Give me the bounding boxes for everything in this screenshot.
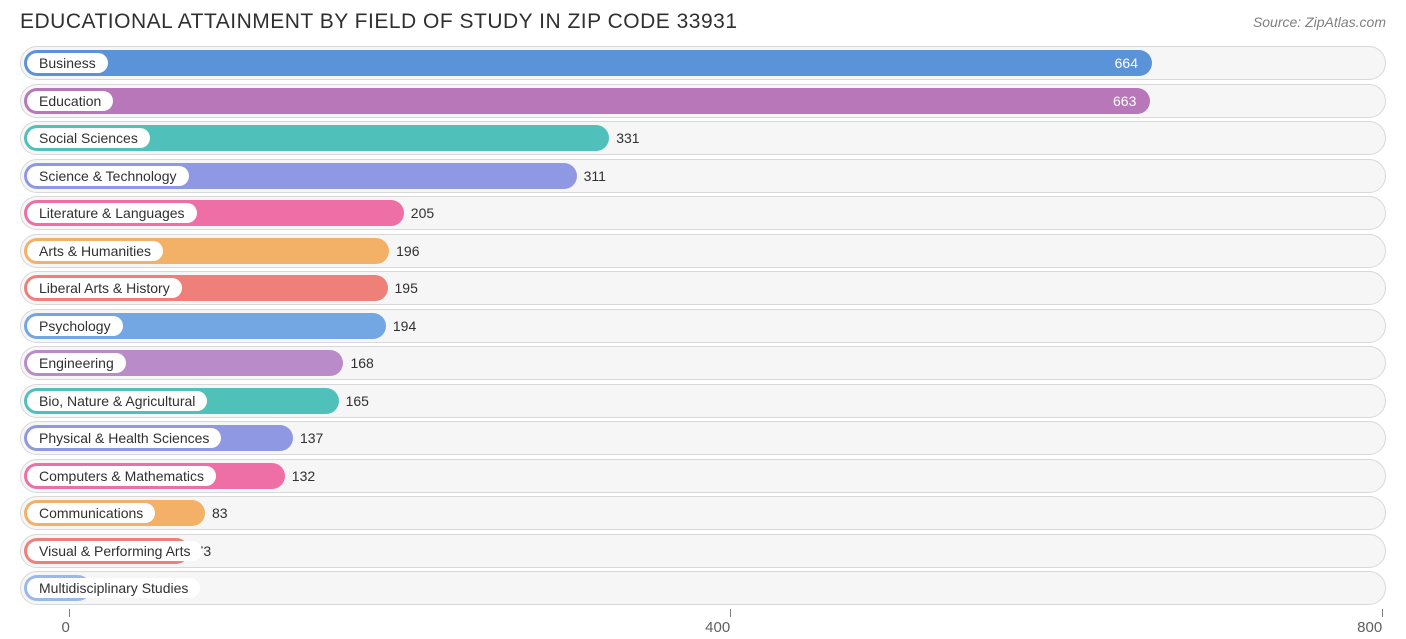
tick-line (730, 609, 731, 617)
bar-row: 137 Physical & Health Sciences (20, 421, 1386, 455)
axis-tick: 400 (718, 609, 743, 636)
bar-row: 205 Literature & Languages (20, 196, 1386, 230)
bar-value: 165 (346, 393, 369, 409)
category-pill: Physical & Health Sciences (27, 428, 221, 448)
category-pill: Bio, Nature & Agricultural (27, 391, 207, 411)
axis-tick: 800 (1370, 609, 1395, 636)
chart-area: Business 664 Education 663 331 Social Science… (20, 46, 1386, 596)
source-attribution: Source: ZipAtlas.com (1253, 10, 1386, 30)
category-pill: Psychology (27, 316, 123, 336)
bar: Arts & Humanities (24, 238, 389, 264)
bar: Business 664 (24, 50, 1152, 76)
bar-value: 195 (395, 280, 418, 296)
header: EDUCATIONAL ATTAINMENT BY FIELD OF STUDY… (0, 0, 1406, 34)
category-pill: Arts & Humanities (27, 241, 163, 261)
bar-rows: Business 664 Education 663 331 Social Science… (20, 46, 1386, 605)
bar-row: 195 Liberal Arts & History (20, 271, 1386, 305)
category-pill: Social Sciences (27, 128, 150, 148)
bar-row: 196 Arts & Humanities (20, 234, 1386, 268)
category-pill: Science & Technology (27, 166, 189, 186)
bar-row: 132 Computers & Mathematics (20, 459, 1386, 493)
bar-row: 83 Communications (20, 496, 1386, 530)
bar-value: 196 (396, 243, 419, 259)
bar-value: 663 (1113, 93, 1136, 109)
bar-row: 168 Engineering (20, 346, 1386, 380)
category-pill: Liberal Arts & History (27, 278, 182, 298)
bar-value: 664 (1115, 55, 1138, 71)
bar-row: 194 Psychology (20, 309, 1386, 343)
bar: Education 663 (24, 88, 1150, 114)
chart-title: EDUCATIONAL ATTAINMENT BY FIELD OF STUDY… (20, 10, 738, 34)
tick-line (1382, 609, 1383, 617)
bar: Computers & Mathematics (24, 463, 285, 489)
bar: Communications (24, 500, 205, 526)
bar-row: 165 Bio, Nature & Agricultural (20, 384, 1386, 418)
x-axis: 0 400 800 (20, 609, 1386, 639)
axis-tick: 0 (66, 609, 74, 636)
category-pill: Business (27, 53, 108, 73)
bar-value: 168 (350, 355, 373, 371)
bar-row: 13Multidisciplinary Studies (20, 571, 1386, 605)
category-pill: Education (27, 91, 113, 111)
bar-value: 132 (292, 468, 315, 484)
category-pill: Engineering (27, 353, 126, 373)
bar-row: 73Visual & Performing Arts (20, 534, 1386, 568)
bar: Literature & Languages (24, 200, 404, 226)
bar: Science & Technology (24, 163, 577, 189)
category-pill: Computers & Mathematics (27, 466, 216, 486)
bar-value: 311 (584, 168, 606, 184)
bar-value: 194 (393, 318, 416, 334)
category-pill: Literature & Languages (27, 203, 197, 223)
bar-row: Education 663 (20, 84, 1386, 118)
bar-value: 331 (616, 130, 639, 146)
tick-label: 0 (61, 619, 69, 636)
bar-value: 83 (212, 505, 228, 521)
bar: Physical & Health Sciences (24, 425, 293, 451)
bar-value: 137 (300, 430, 323, 446)
bar: Bio, Nature & Agricultural (24, 388, 339, 414)
bar-row: 331 Social Sciences (20, 121, 1386, 155)
bar: Visual & Performing Arts (24, 538, 189, 564)
bar-row: 311 Science & Technology (20, 159, 1386, 193)
category-pill: Visual & Performing Arts (27, 541, 202, 561)
tick-label: 800 (1357, 619, 1382, 636)
tick-label: 400 (705, 619, 730, 636)
tick-line (69, 609, 70, 617)
bar: Multidisciplinary Studies (24, 575, 91, 601)
bar: Liberal Arts & History (24, 275, 388, 301)
bar-row: Business 664 (20, 46, 1386, 80)
category-pill: Communications (27, 503, 155, 523)
bar: Engineering (24, 350, 343, 376)
bar-value: 205 (411, 205, 434, 221)
category-pill: Multidisciplinary Studies (27, 578, 200, 598)
bar: Social Sciences (24, 125, 609, 151)
bar: Psychology (24, 313, 386, 339)
